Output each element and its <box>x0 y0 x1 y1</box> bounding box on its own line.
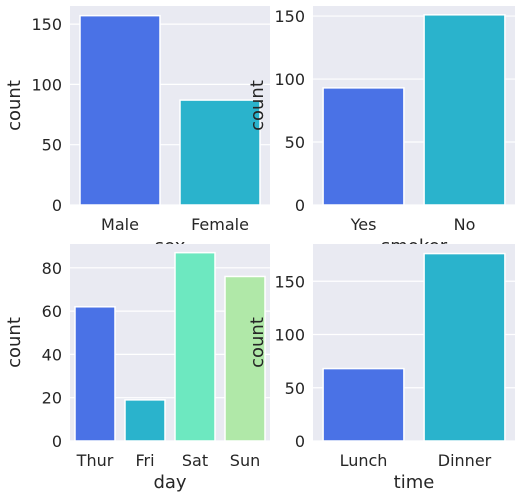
bar-thur <box>74 306 116 442</box>
bar-no <box>423 14 506 206</box>
y-tick-label: 0 <box>295 432 305 451</box>
y-tick-label: 0 <box>52 196 62 215</box>
x-tick-label: No <box>454 215 476 234</box>
y-tick-label: 50 <box>285 133 305 152</box>
x-tick-label: Male <box>101 215 139 234</box>
x-tick-label: Sun <box>230 451 260 470</box>
chart-panel-1: 050100150MaleFemalesexcount <box>4 6 270 257</box>
y-tick-label: 100 <box>31 75 62 94</box>
x-axis-label: day <box>153 472 186 493</box>
bar-lunch <box>322 367 405 442</box>
y-tick-label: 50 <box>42 136 62 155</box>
y-axis-label: count <box>247 317 268 368</box>
bar-female <box>179 99 261 206</box>
bar-fri <box>124 399 166 442</box>
bar-sun <box>224 275 266 442</box>
x-tick-label: Fri <box>135 451 154 470</box>
y-tick-label: 40 <box>42 345 62 364</box>
chart-panel-2: 050100150YesNosmokercount <box>247 6 515 257</box>
x-tick-label: Sat <box>182 451 208 470</box>
y-tick-label: 50 <box>285 379 305 398</box>
y-tick-label: 150 <box>274 272 305 291</box>
y-axis-label: count <box>4 80 25 131</box>
x-tick-label: Yes <box>350 215 377 234</box>
y-axis-label: count <box>4 317 25 368</box>
y-tick-label: 80 <box>42 259 62 278</box>
bar-yes <box>322 87 405 206</box>
y-tick-label: 100 <box>274 70 305 89</box>
y-tick-label: 0 <box>52 432 62 451</box>
x-axis-label: time <box>394 472 435 493</box>
y-axis-label: count <box>247 80 268 131</box>
bar-male <box>79 14 161 206</box>
y-tick-label: 150 <box>274 7 305 26</box>
y-tick-label: 0 <box>295 196 305 215</box>
y-tick-label: 20 <box>42 389 62 408</box>
x-tick-label: Thur <box>76 451 114 470</box>
x-tick-label: Female <box>191 215 249 234</box>
bar-dinner <box>423 252 506 442</box>
y-tick-label: 100 <box>274 326 305 345</box>
x-tick-label: Dinner <box>438 451 492 470</box>
x-tick-label: Lunch <box>340 451 388 470</box>
bar-sat <box>174 251 216 442</box>
y-tick-label: 150 <box>31 15 62 34</box>
chart-panel-3: 0 20 40 60 80 Thur Fri Sat Sun day count <box>4 244 270 493</box>
y-tick-label: 60 <box>42 302 62 321</box>
